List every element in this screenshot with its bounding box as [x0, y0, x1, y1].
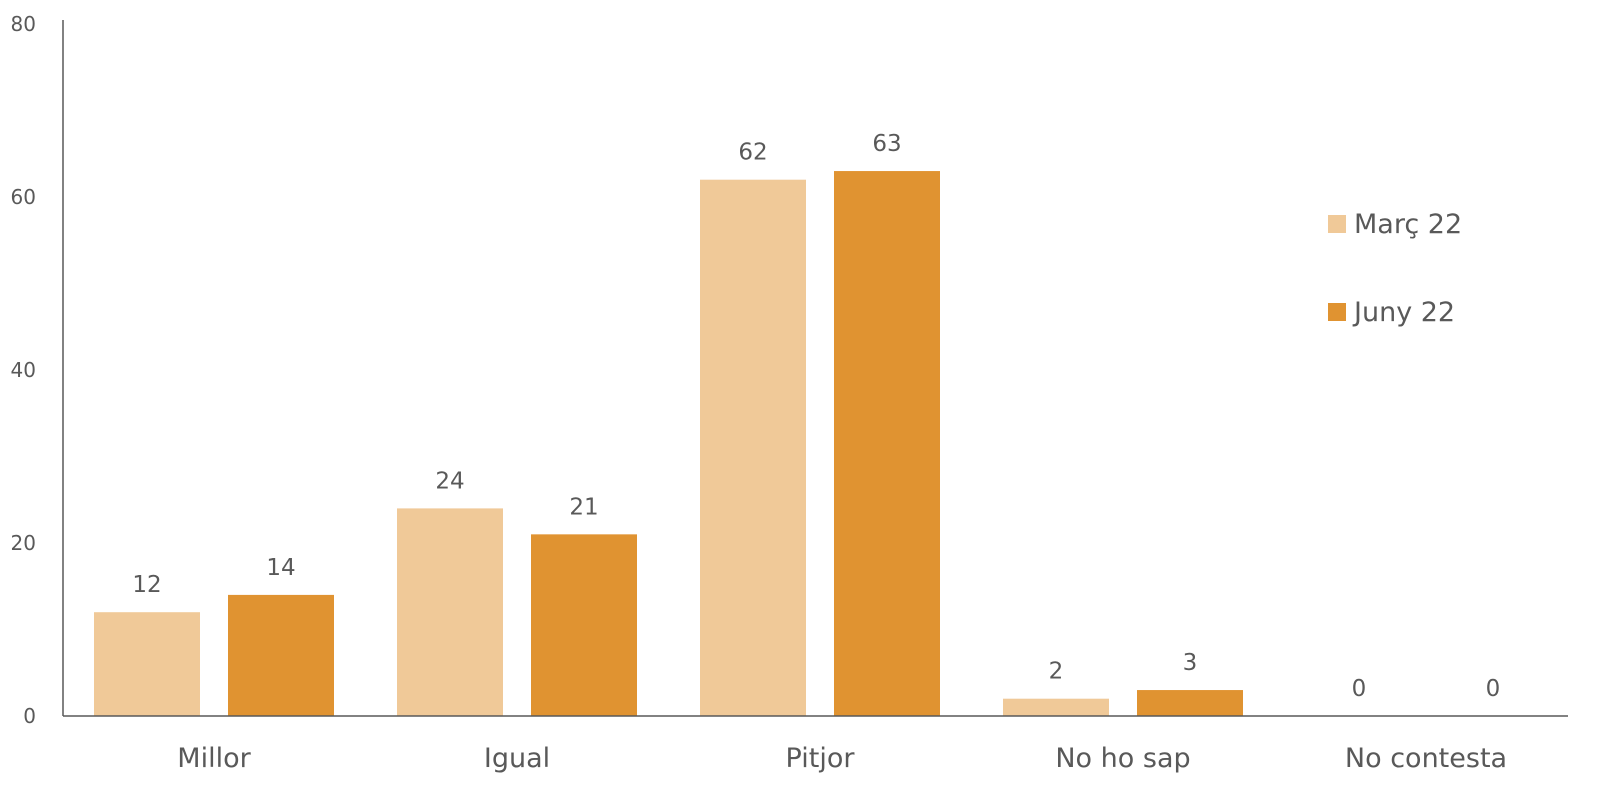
y-tick-label: 60 — [11, 185, 36, 209]
x-category-label: Igual — [484, 743, 550, 774]
legend-swatch — [1328, 303, 1346, 321]
bar — [1003, 698, 1109, 716]
legend: Març 22 Juny 22 — [1328, 209, 1462, 328]
bar — [228, 594, 334, 716]
legend-label: Juny 22 — [1352, 297, 1455, 328]
legend-swatch — [1328, 215, 1346, 233]
bar-value-label: 3 — [1183, 650, 1198, 676]
category-labels: Millor Igual Pitjor No ho sap No contesta — [177, 743, 1507, 774]
bar-value-label: 21 — [569, 494, 598, 520]
bar — [531, 534, 637, 716]
bar-value-label: 24 — [435, 468, 464, 494]
value-labels: 12 14 24 21 62 63 2 3 0 0 — [132, 131, 1500, 702]
bar-value-label: 12 — [132, 572, 161, 598]
bar — [700, 179, 806, 716]
bar — [94, 612, 200, 716]
bar — [1137, 690, 1243, 716]
y-tick-label: 40 — [11, 358, 36, 382]
x-category-label: No ho sap — [1055, 743, 1190, 774]
bar-value-label: 0 — [1486, 676, 1501, 702]
bar-value-label: 62 — [738, 140, 767, 166]
y-tick-label: 0 — [23, 704, 36, 728]
legend-label: Març 22 — [1354, 209, 1462, 240]
bar — [397, 508, 503, 716]
x-category-label: Millor — [177, 743, 251, 774]
bar — [834, 171, 940, 717]
bar-value-label: 2 — [1049, 659, 1064, 685]
y-axis-ticks: 0 20 40 60 80 — [11, 12, 36, 728]
bars — [94, 171, 1243, 717]
bar-value-label: 63 — [872, 131, 901, 157]
y-tick-label: 80 — [11, 12, 36, 36]
x-category-label: No contesta — [1345, 743, 1507, 774]
bar-value-label: 14 — [266, 555, 295, 581]
y-tick-label: 20 — [11, 531, 36, 555]
x-category-label: Pitjor — [786, 743, 856, 774]
bar-value-label: 0 — [1352, 676, 1367, 702]
